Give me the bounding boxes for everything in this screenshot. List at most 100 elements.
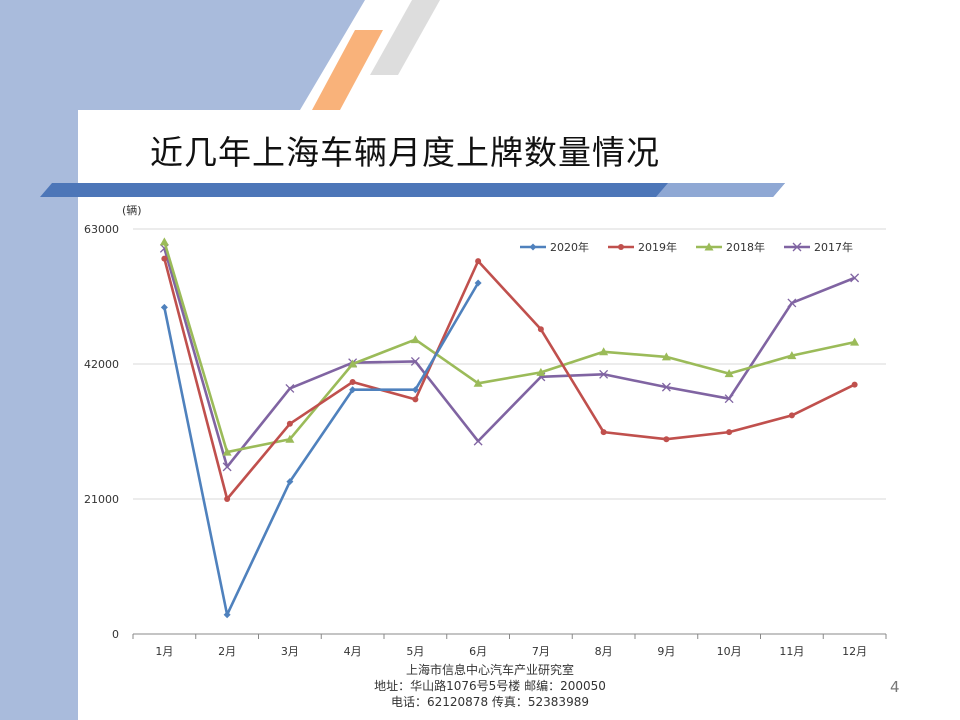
data-point — [475, 258, 482, 265]
data-point — [473, 436, 483, 446]
footer-contact: 电话：62120878 传真：52383989 — [391, 695, 589, 709]
data-point — [473, 378, 483, 387]
stripe-gray — [370, 0, 440, 75]
legend-label: 2017年 — [814, 240, 853, 254]
data-point — [536, 367, 546, 376]
data-point — [224, 496, 231, 502]
data-point — [159, 237, 169, 246]
data-point — [285, 383, 295, 393]
data-point-stroke — [787, 298, 797, 308]
x-tick-label: 3月 — [281, 645, 299, 658]
grid — [133, 228, 886, 500]
data-point — [788, 412, 795, 419]
page-number: 4 — [890, 678, 900, 696]
data-point — [726, 429, 733, 436]
legend-label: 2018年 — [726, 240, 765, 254]
x-tick-label: 2月 — [218, 645, 236, 658]
data-point — [286, 420, 293, 427]
legend-item: 2019年 — [608, 240, 677, 254]
x-tick-label: 4月 — [344, 645, 362, 658]
legend-item: 2018年 — [696, 240, 765, 254]
legend-item: 2020年 — [520, 240, 589, 254]
legend-label: 2020年 — [550, 240, 589, 254]
data-point — [704, 242, 714, 251]
data-point — [349, 379, 356, 385]
data-point-stroke — [285, 383, 295, 393]
data-point — [661, 382, 671, 392]
data-point — [600, 429, 607, 436]
data-point-stroke — [599, 369, 609, 379]
y-tick-label: 0 — [112, 628, 119, 641]
data-point — [222, 462, 232, 472]
data-point — [348, 359, 358, 368]
legend-label: 2019年 — [638, 240, 677, 254]
data-point — [724, 369, 734, 378]
data-point — [285, 434, 295, 443]
series-2019年 — [161, 255, 858, 502]
series-2017年 — [159, 243, 860, 472]
x-tick-label: 5月 — [406, 645, 424, 658]
x-tick-label: 7月 — [532, 645, 550, 658]
y-tick-label: 21000 — [84, 493, 119, 506]
data-point — [412, 396, 419, 403]
data-point — [850, 273, 860, 283]
data-point-stroke — [159, 243, 169, 253]
x-tick-label: 1月 — [155, 645, 173, 658]
series-layer — [159, 237, 860, 619]
title-bar — [40, 183, 785, 197]
data-point — [474, 279, 482, 287]
data-point — [410, 335, 420, 344]
data-point — [599, 347, 609, 356]
data-point — [286, 478, 294, 486]
data-point-stroke — [724, 394, 734, 404]
series-line — [163, 258, 856, 501]
x-tick-label: 12月 — [842, 645, 867, 658]
footer-org: 上海市信息中心汽车产业研究室 — [405, 663, 574, 677]
data-point — [792, 242, 802, 252]
series-line — [163, 247, 856, 469]
data-point — [349, 386, 357, 394]
data-point — [222, 447, 232, 456]
data-point-stroke — [850, 273, 860, 283]
stripe-orange — [312, 30, 383, 110]
data-point — [787, 351, 797, 360]
data-point — [599, 369, 609, 379]
x-tick-label: 11月 — [779, 645, 804, 658]
data-point — [529, 243, 537, 251]
series-line — [163, 241, 855, 454]
data-point — [851, 381, 858, 388]
data-point-stroke — [661, 382, 671, 392]
data-point — [787, 298, 797, 308]
x-tick-label: 10月 — [717, 645, 742, 658]
data-point-stroke — [473, 436, 483, 446]
data-point-stroke — [222, 462, 232, 472]
content-card — [78, 110, 960, 720]
x-tick-label: 9月 — [657, 645, 675, 658]
unit-label: (辆) — [122, 203, 142, 217]
data-point — [618, 244, 624, 250]
sidebar-panel — [0, 0, 365, 720]
title-bar-highlight — [656, 183, 785, 197]
axes: 0 21000 42000 63000 1月 2月 3月 4月 5月 6月 7月 8月 9月 10月 11月… — [84, 223, 887, 658]
data-point — [850, 337, 860, 346]
series-2018年 — [159, 237, 860, 456]
data-point — [663, 436, 670, 443]
data-point — [160, 303, 168, 311]
series-line — [163, 282, 480, 617]
x-tick-label: 8月 — [595, 645, 613, 658]
data-point-stroke — [410, 356, 420, 366]
data-point — [537, 326, 544, 333]
legend: 2020年 2019年 2018年 2017年 — [520, 240, 853, 254]
data-point — [724, 394, 734, 404]
footer-address: 地址：华山路1076号5号楼 邮编：200050 — [374, 679, 606, 693]
series-2020年 — [160, 279, 482, 619]
data-point-stroke — [792, 242, 802, 252]
slide-title: 近几年上海车辆月度上牌数量情况 — [150, 133, 660, 172]
data-point — [223, 611, 231, 619]
data-point — [411, 386, 419, 394]
data-point — [161, 255, 168, 262]
y-tick-label: 42000 — [84, 358, 119, 371]
